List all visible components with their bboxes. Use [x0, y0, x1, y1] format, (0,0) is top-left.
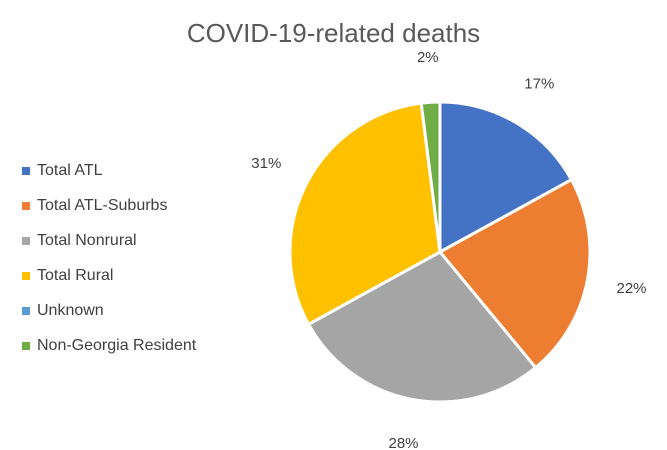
legend-item-unknown: Unknown: [22, 293, 196, 328]
legend-label: Total Nonrural: [37, 231, 137, 249]
pie-label-total-atl: 17%: [524, 76, 554, 93]
pie-label-total-atl-suburbs: 22%: [616, 280, 646, 297]
pie-label-total-nonrural: 28%: [388, 435, 418, 450]
legend-label: Unknown: [37, 301, 104, 319]
pie-label-non-georgia-resident: 2%: [417, 49, 439, 66]
legend-label: Non-Georgia Resident: [37, 336, 197, 354]
pie-slice-non-georgia-resident: [419, 100, 442, 254]
legend-label: Total ATL-Suburbs: [37, 196, 168, 214]
legend-swatch: [22, 306, 30, 315]
pie-slices: [288, 100, 592, 404]
pie-labels: 17% 22% 28% 31% 2%: [251, 49, 646, 450]
legend-swatch: [22, 236, 30, 245]
legend-item-non-georgia-resident: Non-Georgia Resident: [22, 328, 196, 363]
legend-item-total-atl-suburbs: Total ATL-Suburbs: [22, 188, 196, 223]
chart-legend: Total ATL Total ATL-Suburbs Total Nonrur…: [22, 153, 196, 363]
legend-swatch: [22, 201, 30, 210]
legend-item-total-nonrural: Total Nonrural: [22, 223, 196, 258]
pie-slice-total-nonrural: [307, 250, 538, 404]
legend-swatch: [22, 271, 30, 280]
legend-swatch: [22, 341, 30, 350]
pie-slice-total-atl-suburbs: [438, 178, 592, 370]
pie-label-total-rural: 31%: [251, 155, 281, 172]
legend-label: Total ATL: [37, 161, 103, 179]
legend-item-total-rural: Total Rural: [22, 258, 196, 293]
legend-label: Total Rural: [37, 266, 114, 284]
pie-slice-total-rural: [288, 101, 442, 326]
chart-title: COVID-19-related deaths: [186, 18, 481, 48]
legend-swatch: [22, 166, 30, 175]
pie-slice-total-atl: [438, 100, 573, 254]
legend-item-total-atl: Total ATL: [22, 153, 196, 188]
